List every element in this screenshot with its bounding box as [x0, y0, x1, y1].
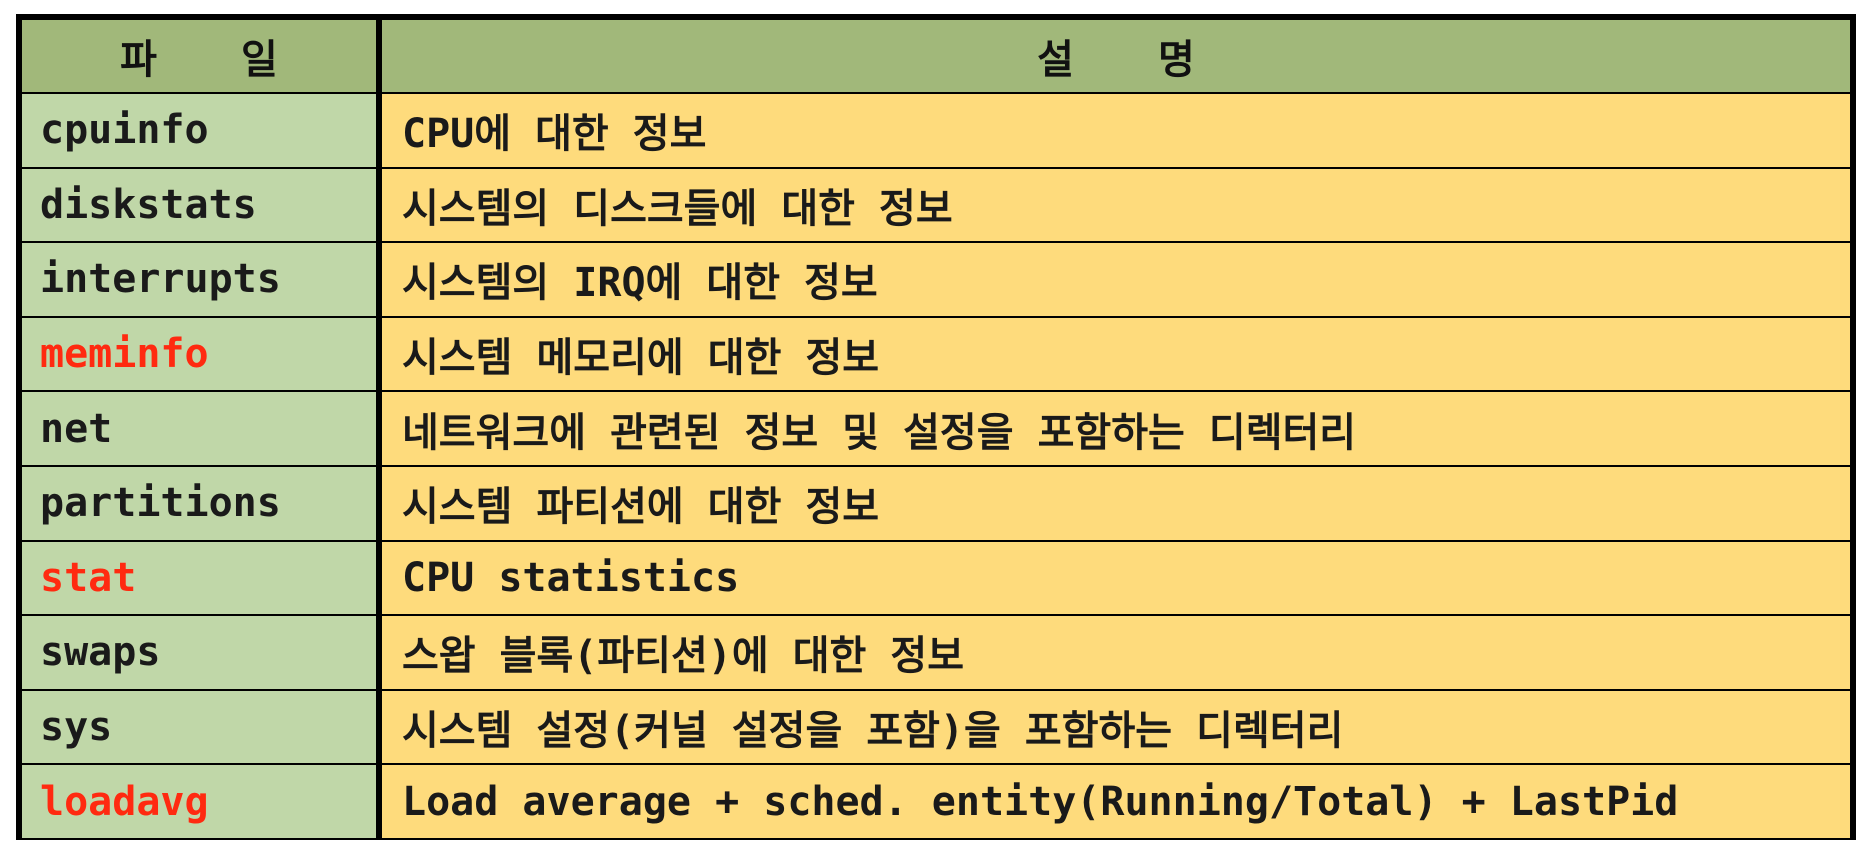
description-cell: Load average + sched. entity(Running/Tot… [378, 763, 1852, 840]
file-column-header-label: 파 일 [120, 37, 278, 83]
file-name-cell: swaps [20, 614, 382, 691]
description-cell: 시스템 설정(커널 설정을 포함)을 포함하는 디렉터리 [378, 688, 1852, 766]
table-row: net 네트워크에 관련된 정보 및 설정을 포함하는 디렉터리 [20, 390, 1852, 467]
table-row: meminfo 시스템 메모리에 대한 정보 [20, 315, 1852, 393]
description-cell: CPU statistics [378, 539, 1852, 617]
table-row: diskstats 시스템의 디스크들에 대한 정보 [20, 166, 1852, 244]
file-name-cell: partitions [20, 464, 382, 542]
table-header-row: 파 일 설 명 [20, 18, 1852, 94]
table-row: interrupts 시스템의 IRQ에 대한 정보 [20, 241, 1852, 318]
description-cell: 시스템의 디스크들에 대한 정보 [378, 166, 1852, 244]
description-cell: 네트워크에 관련된 정보 및 설정을 포함하는 디렉터리 [378, 390, 1852, 467]
description-cell: 시스템 메모리에 대한 정보 [378, 315, 1852, 393]
file-name-cell: cpuinfo [20, 92, 382, 169]
table-row: swaps 스왑 블록(파티션)에 대한 정보 [20, 614, 1852, 691]
table-row: sys 시스템 설정(커널 설정을 포함)을 포함하는 디렉터리 [20, 688, 1852, 766]
description-cell: 스왑 블록(파티션)에 대한 정보 [378, 614, 1852, 691]
table-row: partitions 시스템 파티션에 대한 정보 [20, 464, 1852, 542]
proc-files-table-frame: 파 일 설 명 cpuinfo CPU에 대한 정보 diskstats 시스템… [16, 14, 1856, 840]
file-name-cell: diskstats [20, 166, 382, 244]
description-cell: CPU에 대한 정보 [378, 92, 1852, 169]
description-cell: 시스템 파티션에 대한 정보 [378, 464, 1852, 542]
file-name-cell: meminfo [20, 315, 382, 393]
table-row: stat CPU statistics [20, 539, 1852, 617]
file-column-header: 파 일 [20, 18, 382, 94]
proc-files-table: 파 일 설 명 cpuinfo CPU에 대한 정보 diskstats 시스템… [20, 18, 1852, 840]
table-row: loadavg Load average + sched. entity(Run… [20, 763, 1852, 840]
table-row: cpuinfo CPU에 대한 정보 [20, 92, 1852, 169]
file-name-cell: loadavg [20, 763, 382, 840]
file-name-cell: stat [20, 539, 382, 617]
file-name-cell: interrupts [20, 241, 382, 318]
description-column-header-label: 설 명 [1037, 37, 1195, 83]
description-column-header: 설 명 [378, 18, 1852, 94]
file-name-cell: net [20, 390, 382, 467]
file-name-cell: sys [20, 688, 382, 766]
description-cell: 시스템의 IRQ에 대한 정보 [378, 241, 1852, 318]
